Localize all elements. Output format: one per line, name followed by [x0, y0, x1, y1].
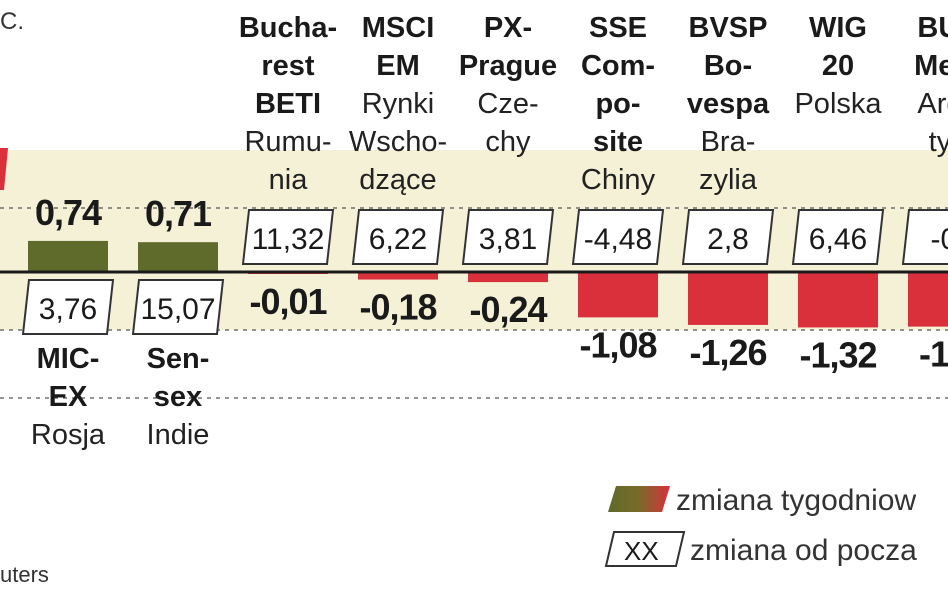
category-4-line-0: Cze- [477, 88, 538, 120]
ytd-box-0 [21, 279, 115, 335]
category-5-bold-line-0: SSE [589, 12, 647, 44]
left-edge-mark [0, 148, 8, 190]
category-2-bold-line-0: Bucha- [239, 12, 337, 44]
weekly-bar-8 [908, 272, 948, 327]
weekly-value-label-5: -1,08 [579, 324, 656, 365]
category-3-bold-line-1: EM [376, 50, 420, 82]
weekly-bar-7 [798, 272, 878, 328]
category-3-line-2: dzące [359, 164, 436, 196]
category-6-line-0: Bra- [701, 126, 756, 158]
weekly-value-label-1: 0,71 [145, 193, 212, 234]
category-1-bold-line-1: sex [154, 381, 202, 413]
weekly-value-label-3: -0,18 [359, 287, 436, 328]
weekly-bar-6 [688, 272, 768, 325]
category-2-line-1: nia [269, 164, 309, 196]
category-6-bold-line-2: vespa [687, 88, 770, 120]
ytd-value-label-5: -4,48 [584, 223, 652, 256]
weekly-bar-0 [28, 240, 108, 272]
weekly-value-label-4: -0,24 [469, 289, 547, 330]
ytd-box-8 [901, 209, 948, 265]
ytd-box-3 [351, 209, 445, 265]
ytd-box-2 [241, 209, 335, 265]
category-5-bold-line-1: Com- [581, 50, 655, 82]
ytd-box-6 [681, 209, 775, 265]
category-7-bold-line-1: 20 [822, 50, 854, 82]
category-8-bold-line-0: BUS [917, 12, 948, 44]
weekly-bar-4 [468, 272, 548, 283]
header-fragment: C. [0, 8, 24, 35]
category-5-line-0: Chiny [581, 164, 656, 196]
category-0-bold-line-0: MIC- [37, 343, 100, 375]
weekly-value-label-0: 0,74 [35, 192, 102, 233]
category-1-line-0: Indie [147, 419, 210, 451]
category-0-line-0: Rosja [31, 419, 106, 451]
ytd-box-4 [461, 209, 555, 265]
ytd-box-7 [791, 209, 885, 265]
weekly-bar-5 [578, 272, 658, 318]
category-7-bold-line-0: WIG [809, 12, 867, 44]
weekly-bar-1 [138, 242, 218, 272]
weekly-value-label-7: -1,32 [799, 334, 876, 375]
category-6-bold-line-0: BVSP [689, 12, 768, 44]
category-3-bold-line-0: MSCI [362, 12, 435, 44]
category-3-line-0: Rynki [362, 88, 435, 120]
source-fragment: uters [0, 562, 49, 587]
ytd-value-label-7: 6,46 [809, 223, 867, 256]
category-2-bold-line-1: rest [261, 50, 315, 82]
ytd-value-label-1: 15,07 [140, 293, 215, 326]
ytd-box-1 [131, 279, 225, 335]
category-6-line-1: zylia [699, 164, 758, 196]
ytd-value-label-3: 6,22 [369, 223, 427, 256]
category-8-bold-line-1: Merv [914, 50, 948, 82]
legend-ytd-box-text: XX [624, 536, 659, 566]
category-2-line-0: Rumu- [244, 126, 331, 158]
legend-weekly-swatch [608, 486, 670, 512]
category-2-bold-line-2: BETI [255, 88, 321, 120]
category-6-bold-line-1: Bo- [704, 50, 752, 82]
category-4-bold-line-0: PX- [484, 12, 532, 44]
category-8-line-1: tyn [929, 126, 948, 158]
category-3-line-1: Wscho- [349, 126, 447, 158]
category-5-bold-line-3: site [593, 126, 643, 158]
legend-ytd-box [604, 531, 686, 567]
ytd-value-label-4: 3,81 [479, 223, 537, 256]
ytd-box-5 [571, 209, 665, 265]
category-4-bold-line-1: Prague [459, 50, 557, 82]
category-8-line-0: Arge [917, 88, 948, 120]
category-4-line-1: chy [485, 126, 531, 158]
weekly-bar-3 [358, 272, 438, 280]
ytd-value-label-6: 2,8 [707, 223, 749, 256]
ytd-value-label-2: 11,32 [252, 223, 325, 256]
legend: zmiana tygodniow XX zmiana od pocza [604, 484, 917, 567]
weekly-value-label-8: -1,3 [919, 334, 948, 375]
category-1-bold-line-0: Sen- [147, 343, 210, 375]
category-0-bold-line-1: EX [49, 381, 88, 413]
category-7-line-0: Polska [794, 88, 882, 120]
ytd-value-label-8: -0, [930, 223, 948, 256]
legend-weekly-label: zmiana tygodniow [676, 484, 916, 517]
ytd-value-label-0: 3,76 [39, 293, 97, 326]
weekly-value-label-6: -1,26 [689, 332, 766, 373]
legend-ytd-label: zmiana od pocza [690, 534, 917, 567]
weekly-value-label-2: -0,01 [249, 281, 327, 322]
category-5-bold-line-2: po- [595, 88, 640, 120]
